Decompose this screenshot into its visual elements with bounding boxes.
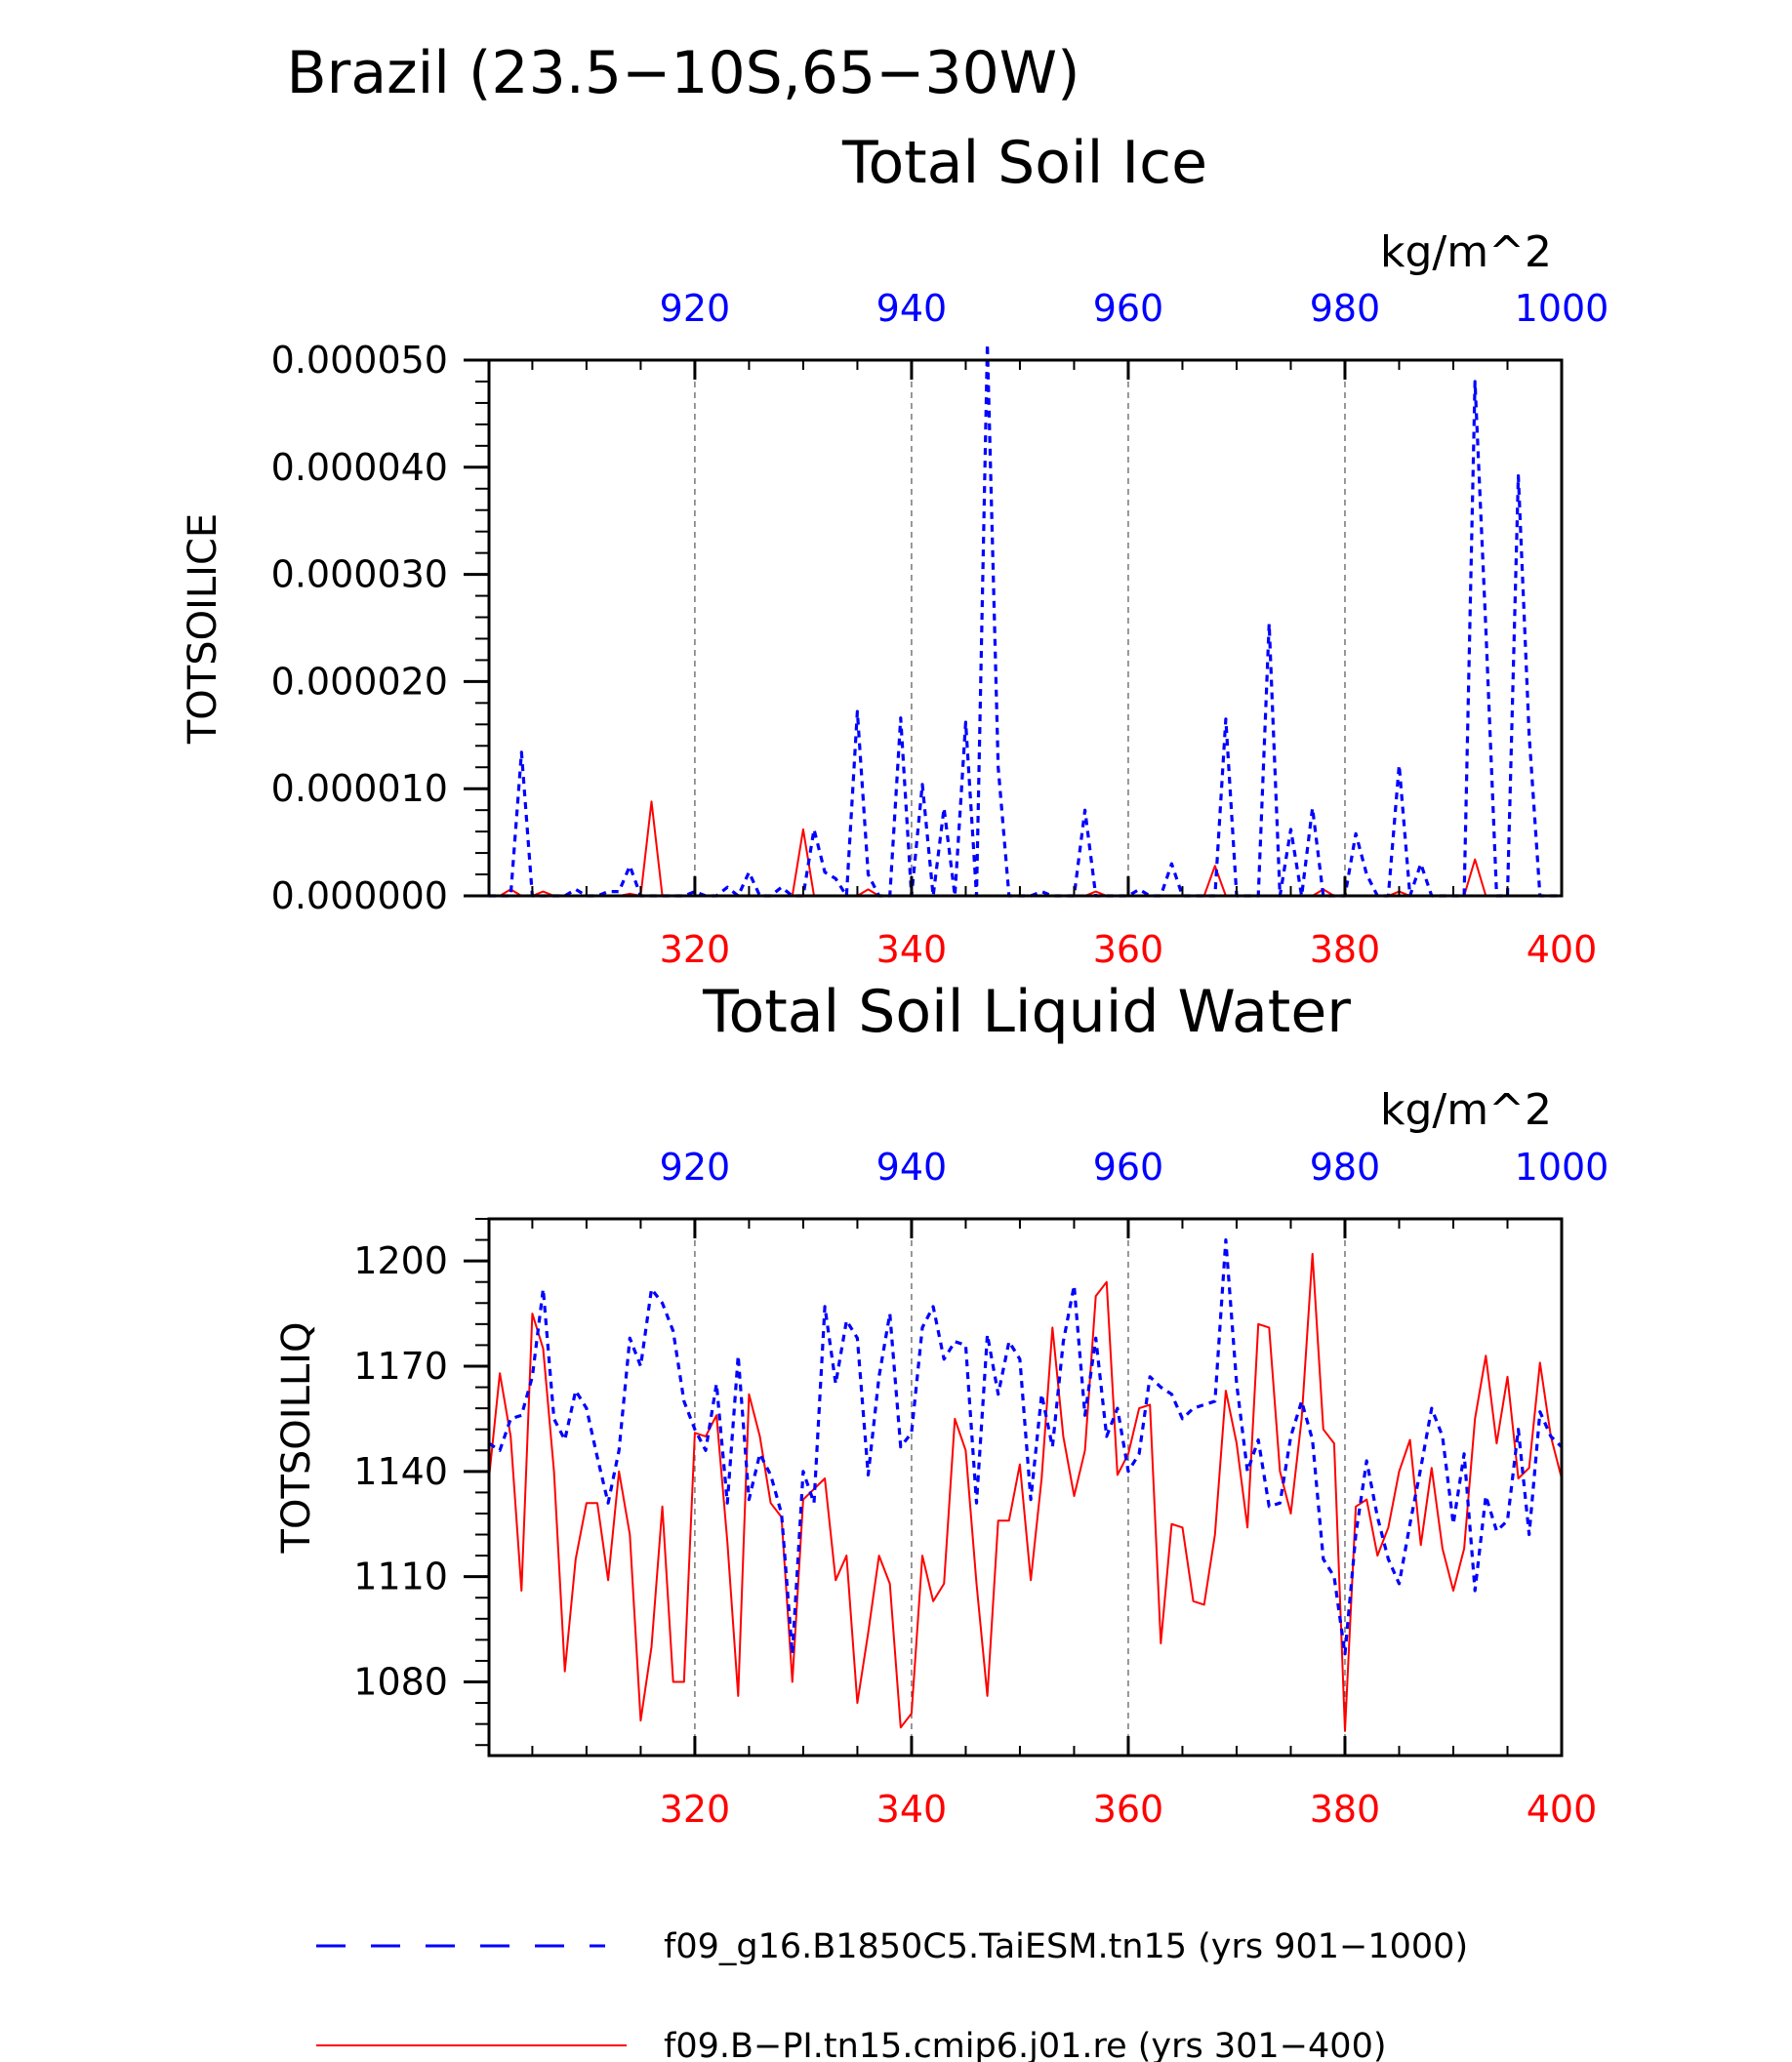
- x-tick-label-top: 960: [1093, 287, 1164, 330]
- series-line-blue: [488, 1237, 1564, 1656]
- panel-title: Total Soil Liquid Water: [702, 978, 1351, 1046]
- series-layer: [488, 1237, 1564, 1732]
- legend: f09_g16.B1850C5.TaiESM.tn15 (yrs 901−100…: [316, 1927, 1468, 2062]
- y-tick-label: 0.000010: [271, 767, 448, 810]
- x-tick-label-bottom: 320: [660, 928, 731, 971]
- series-line-red: [489, 800, 1562, 897]
- units-label: kg/m^2: [1380, 227, 1552, 277]
- panel-total-soil-liquid-water: Total Soil Liquid Water kg/m^2 TOTSOILLI…: [274, 978, 1609, 1831]
- plot-frame: [487, 358, 1564, 898]
- tick-marks: [464, 1218, 1564, 1756]
- series-line-red: [488, 1252, 1563, 1732]
- y-tick-label: 0.000050: [271, 339, 448, 382]
- x-tick-label-top: 1000: [1515, 287, 1609, 330]
- x-tick-label-bottom: 360: [1093, 928, 1164, 971]
- x-tick-label-bottom: 340: [876, 928, 948, 971]
- x-tick-label-bottom: 380: [1310, 1788, 1381, 1831]
- panel-title: Total Soil Ice: [841, 129, 1207, 197]
- x-tick-label-top: 940: [876, 1146, 948, 1189]
- plot-frame: [487, 1217, 1564, 1758]
- panel-total-soil-ice: Total Soil Ice kg/m^2 TOTSOILICE 320 340 3…: [181, 129, 1609, 971]
- y-tick-label: 0.000020: [271, 660, 448, 703]
- x-tick-label-top: 920: [660, 1146, 731, 1189]
- legend-label-blue: f09_g16.B1850C5.TaiESM.tn15 (yrs 901−100…: [664, 1927, 1468, 1966]
- grid-lines: [694, 360, 1346, 896]
- y-axis-label: TOTSOILLIQ: [274, 1322, 319, 1555]
- y-tick-label: 1140: [353, 1450, 448, 1493]
- y-tick-label: 1080: [353, 1661, 448, 1704]
- tick-labels: 320 340 360 380 400 920 940 960 980 1000 0.000000 0…: [271, 287, 1609, 971]
- y-tick-label: 0.000040: [271, 446, 448, 489]
- page-title: Brazil (23.5−10S,65−30W): [287, 39, 1080, 107]
- y-tick-label: 1200: [353, 1239, 448, 1282]
- x-tick-label-top: 960: [1093, 1146, 1164, 1189]
- grid-lines: [694, 1219, 1346, 1756]
- x-tick-label-bottom: 380: [1310, 928, 1381, 971]
- y-tick-label: 0.000000: [271, 874, 448, 917]
- y-axis-label: TOTSOILICE: [181, 513, 225, 745]
- x-tick-label-bottom: 320: [660, 1788, 731, 1831]
- tick-marks: [464, 358, 1564, 898]
- x-tick-label-top: 1000: [1515, 1146, 1609, 1189]
- legend-label-red: f09.B−PI.tn15.cmip6.j01.re (yrs 301−400): [664, 2027, 1387, 2062]
- y-tick-label: 0.000030: [271, 553, 448, 596]
- x-tick-label-top: 940: [876, 287, 948, 330]
- y-tick-label: 1170: [353, 1345, 448, 1388]
- y-tick-label: 1110: [353, 1556, 448, 1598]
- x-tick-label-top: 980: [1310, 1146, 1381, 1189]
- x-tick-label-bottom: 400: [1527, 928, 1598, 971]
- x-tick-label-bottom: 340: [876, 1788, 948, 1831]
- x-tick-label-bottom: 360: [1093, 1788, 1164, 1831]
- x-tick-label-bottom: 400: [1527, 1788, 1598, 1831]
- x-tick-label-top: 920: [660, 287, 731, 330]
- tick-labels: 320 340 360 380 400 920 940 960 980 1000 1080 1110 1…: [353, 1146, 1609, 1831]
- x-tick-label-top: 980: [1310, 287, 1381, 330]
- units-label: kg/m^2: [1380, 1085, 1552, 1135]
- series-layer: [489, 342, 1562, 898]
